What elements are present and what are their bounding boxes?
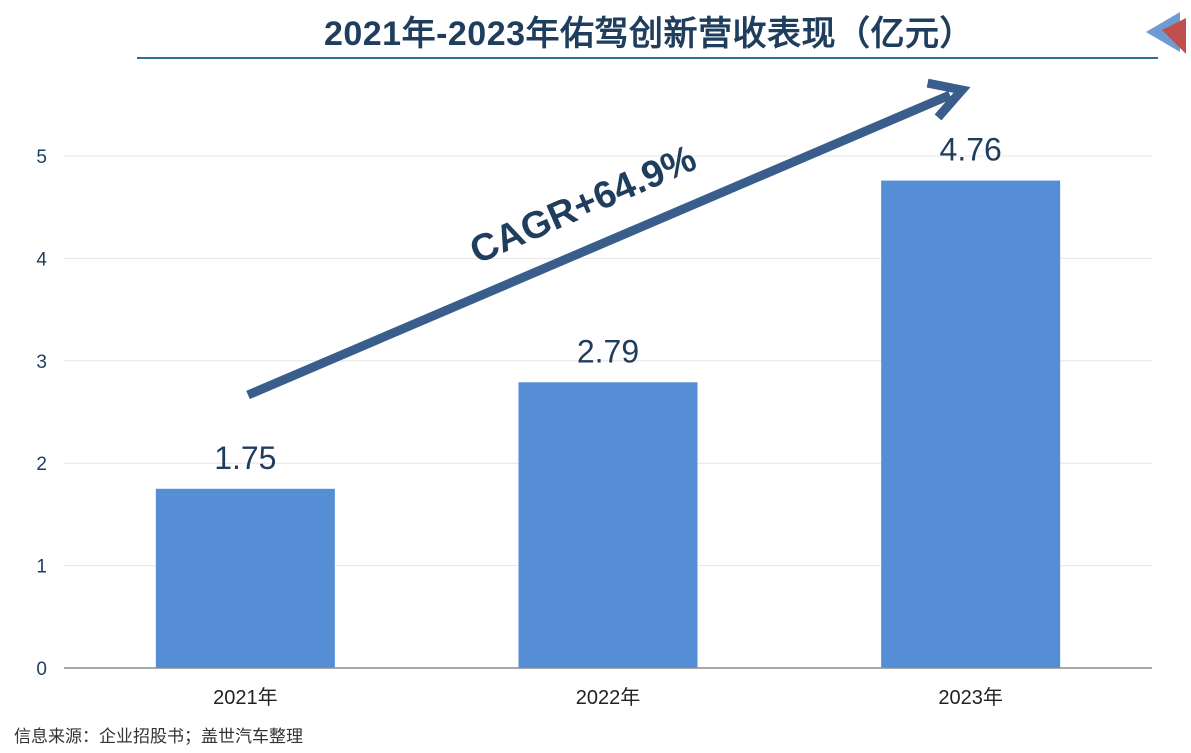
bars xyxy=(155,180,1061,669)
y-tick-label: 5 xyxy=(36,147,47,168)
x-tick-label: 2022年 xyxy=(576,686,641,709)
x-tick-labels: 2021年 2022年 2023年 xyxy=(213,686,1003,709)
y-tick-labels: 0 1 2 3 4 5 xyxy=(36,147,47,680)
bar xyxy=(155,488,335,668)
data-label: 1.75 xyxy=(214,440,276,476)
chart-title: 2021年-2023年佑驾创新营收表现（亿元） xyxy=(323,15,975,53)
x-tick-label: 2023年 xyxy=(938,686,1003,709)
corner-red-triangle-icon xyxy=(1162,18,1186,54)
data-label: 2.79 xyxy=(577,333,639,369)
source-note: 信息来源：企业招股书；盖世汽车整理 xyxy=(14,727,303,746)
bar xyxy=(881,180,1061,669)
data-label: 4.76 xyxy=(940,132,1002,168)
x-tick-label: 2021年 xyxy=(213,686,278,709)
y-tick-label: 2 xyxy=(36,454,47,475)
title-divider xyxy=(137,57,1158,59)
growth-arrow xyxy=(246,78,971,400)
corner-triangle-icon xyxy=(1146,12,1186,54)
y-tick-label: 1 xyxy=(36,557,47,578)
y-tick-label: 4 xyxy=(36,249,47,270)
bar xyxy=(518,382,698,668)
data-labels: 1.75 2.79 4.76 xyxy=(214,132,1002,476)
y-tick-label: 0 xyxy=(36,659,47,680)
y-tick-label: 3 xyxy=(36,352,47,373)
corner-blue-triangle-icon xyxy=(1146,12,1180,52)
